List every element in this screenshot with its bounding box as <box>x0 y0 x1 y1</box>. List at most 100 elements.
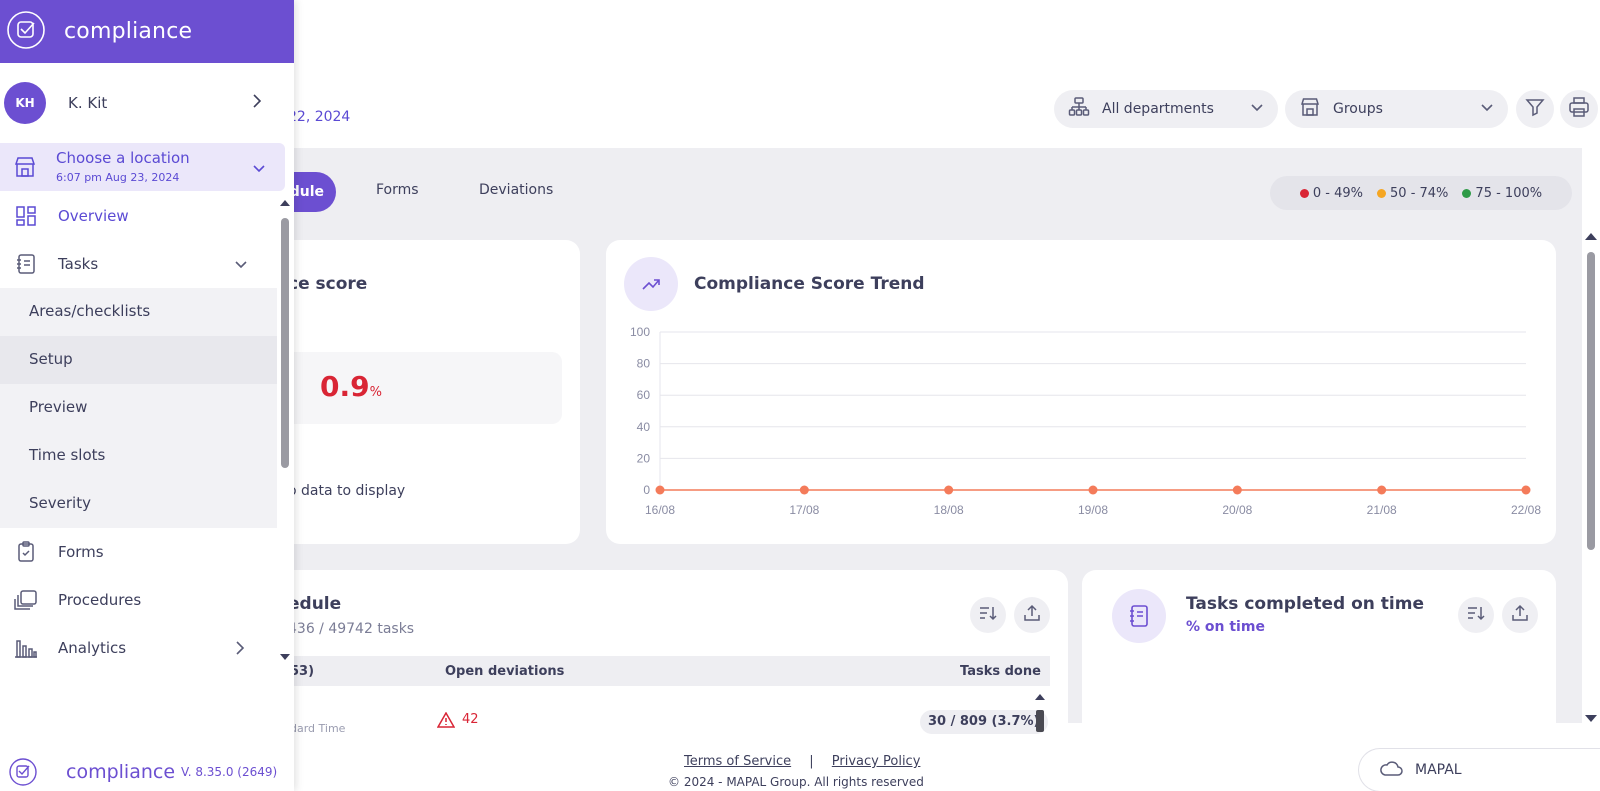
footer-separator: | <box>809 754 814 769</box>
footer-brand: compliance <box>66 760 176 783</box>
user-name: K. Kit <box>68 94 108 112</box>
warning-icon <box>436 711 456 732</box>
x-tick-label: 18/08 <box>934 503 964 517</box>
red-dot-icon <box>1299 188 1309 198</box>
column-header-open-deviations[interactable]: Open deviations <box>445 664 565 679</box>
sidebar-item-overview[interactable]: Overview <box>0 192 277 240</box>
groups-select[interactable]: Groups <box>1285 90 1508 128</box>
y-tick-label: 20 <box>637 451 651 465</box>
sidebar-item-forms[interactable]: Forms <box>0 528 277 576</box>
copyright: © 2024 - MAPAL Group. All rights reserve… <box>668 775 924 789</box>
chevron-down-icon <box>234 257 248 275</box>
open-deviations-count[interactable]: 42 <box>462 712 479 727</box>
avatar: KH <box>4 82 46 124</box>
score-box <box>280 352 562 424</box>
location-title: Choose a location <box>56 149 190 167</box>
y-tick-label: 80 <box>637 357 651 371</box>
schedule-tasks-count: 436 / 49742 tasks <box>288 621 415 637</box>
sidebar-subitem-preview[interactable]: Preview <box>0 384 277 432</box>
schedule-card-title: edule <box>288 594 342 614</box>
score-value: 0.9% <box>320 370 382 403</box>
sidebar-scroll-thumb[interactable] <box>281 218 289 468</box>
sidebar-subitem-setup[interactable]: Setup <box>0 336 277 384</box>
schedule-table-header: 53) Open deviations Tasks done <box>280 656 1050 686</box>
sidebar-item-label: Forms <box>58 543 104 561</box>
notebook-icon <box>1112 589 1166 643</box>
column-header-name[interactable]: 53) <box>290 664 315 679</box>
sidebar-scrollbar[interactable] <box>278 196 292 666</box>
cloud-icon <box>1379 758 1403 782</box>
trend-card-title: Compliance Score Trend <box>694 274 925 294</box>
page-scrollbar[interactable] <box>1582 230 1600 725</box>
sort-icon <box>1466 603 1486 627</box>
departments-select[interactable]: All departments <box>1054 90 1278 128</box>
sidebar-item-label: Tasks <box>58 255 99 273</box>
drawer-header: compliance <box>0 0 294 63</box>
sidebar-item-analytics[interactable]: Analytics <box>0 624 277 672</box>
notebook-icon <box>14 252 38 276</box>
sidebar-item-label: Procedures <box>58 591 142 609</box>
score-card-title: ce score <box>288 274 368 294</box>
brand-name: compliance <box>64 19 193 44</box>
store-icon <box>13 155 37 183</box>
print-button[interactable] <box>1560 90 1598 128</box>
mapal-label: MAPAL <box>1415 762 1462 778</box>
app-version: V. 8.35.0 (2649) <box>181 764 278 779</box>
chevron-right-icon <box>251 93 263 113</box>
departments-label: All departments <box>1102 101 1214 117</box>
sidebar-item-label: Analytics <box>58 639 127 657</box>
upload-icon <box>1510 603 1530 627</box>
filter-icon <box>1525 97 1545 121</box>
data-point <box>944 485 954 495</box>
sidebar-subitem-time-slots[interactable]: Time slots <box>0 432 277 480</box>
departments-icon <box>1068 96 1090 122</box>
score-legend: 0 - 49% 50 - 74% 75 - 100% <box>1270 176 1572 210</box>
drawer-footer: compliance V. 8.35.0 (2649) <box>0 752 294 791</box>
store-icon <box>1299 96 1321 122</box>
tab-forms[interactable]: Forms <box>376 182 419 198</box>
dashboard-icon <box>14 204 38 228</box>
table-row-timezone: dard Time <box>290 722 346 732</box>
user-profile[interactable]: KH K. Kit <box>0 80 285 126</box>
x-tick-label: 19/08 <box>1078 503 1108 517</box>
page-scroll-thumb[interactable] <box>1587 252 1595 550</box>
y-tick-label: 40 <box>637 420 651 434</box>
tab-deviations[interactable]: Deviations <box>479 182 554 198</box>
tasks-done-badge: 30 / 809 (3.7%) <box>920 710 1048 734</box>
privacy-link[interactable]: Privacy Policy <box>831 754 921 769</box>
table-scrollbar[interactable] <box>1033 692 1047 732</box>
date-range[interactable]: 22, 2024 <box>288 109 351 125</box>
no-data-message: o data to display <box>288 483 406 499</box>
sidebar-subitem-severity[interactable]: Severity <box>0 480 277 528</box>
chevron-down-icon <box>252 160 266 179</box>
legend-item-high: 75 - 100% <box>1462 186 1542 201</box>
compliance-trend-card <box>606 240 1556 544</box>
sidebar-subitem-areas-checklists[interactable]: Areas/checklists <box>0 288 277 336</box>
sort-icon <box>978 603 998 627</box>
location-time: 6:07 pm Aug 23, 2024 <box>56 171 180 184</box>
mapal-button[interactable]: MAPAL <box>1358 748 1600 791</box>
tasks-card-title: Tasks completed on time <box>1186 594 1424 614</box>
terms-link[interactable]: Terms of Service <box>684 754 792 769</box>
sort-button[interactable] <box>970 597 1006 633</box>
column-header-tasks-done[interactable]: Tasks done <box>960 664 1041 679</box>
chevron-down-icon <box>1480 100 1494 118</box>
filter-button[interactable] <box>1516 90 1554 128</box>
sidebar-item-tasks[interactable]: Tasks <box>0 240 277 288</box>
sort-button-tasks[interactable] <box>1458 597 1494 633</box>
data-point <box>655 485 665 495</box>
sidebar-item-procedures[interactable]: Procedures <box>0 576 277 624</box>
x-tick-label: 17/08 <box>789 503 819 517</box>
printer-icon <box>1568 96 1590 122</box>
footer-links: Terms of Service | Privacy Policy <box>684 754 920 769</box>
legend-item-mid: 50 - 74% <box>1377 186 1448 201</box>
location-selector[interactable]: Choose a location 6:07 pm Aug 23, 2024 <box>0 143 285 191</box>
data-point <box>1088 485 1098 495</box>
y-tick-label: 60 <box>637 388 651 402</box>
export-button-tasks[interactable] <box>1502 597 1538 633</box>
clipboard-icon <box>14 540 38 564</box>
legend-item-low: 0 - 49% <box>1299 186 1363 201</box>
trend-icon <box>624 257 678 311</box>
export-button[interactable] <box>1014 597 1050 633</box>
data-point <box>1521 485 1531 495</box>
